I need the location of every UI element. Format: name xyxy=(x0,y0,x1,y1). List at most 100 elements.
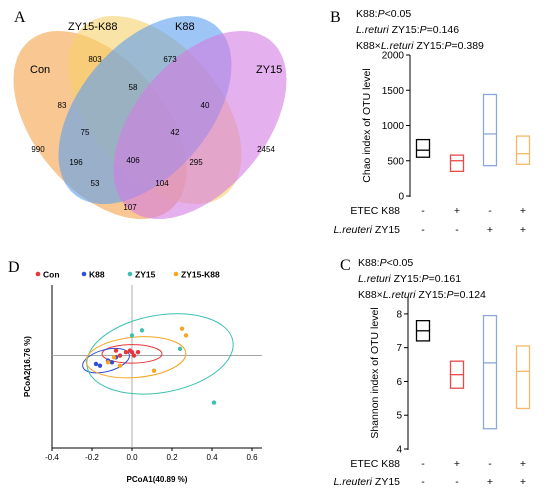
row-zy15-sign: - xyxy=(421,224,425,236)
venn-region-count: 990 xyxy=(31,145,45,154)
box-mark xyxy=(482,314,498,430)
stat-label: L.returi ZY15:P=0.146 xyxy=(356,24,459,36)
row-zy15-sign: - xyxy=(455,476,459,488)
venn-region-count: 83 xyxy=(58,101,67,110)
venn-region-count: 58 xyxy=(129,83,138,92)
scatter-point xyxy=(97,363,103,368)
scatter-point xyxy=(111,355,117,360)
venn-region-count: 40 xyxy=(201,101,210,110)
box-mark xyxy=(415,138,431,158)
scatter-point xyxy=(113,348,119,353)
row-k88-sign: + xyxy=(454,205,460,217)
venn-set-label: ZY15 xyxy=(256,64,282,76)
venn-region-count: 196 xyxy=(69,158,83,167)
scatter-point xyxy=(177,346,183,352)
y-tick-label: 1000 xyxy=(382,121,405,132)
row-label-k88: ETEC K88 xyxy=(350,458,400,470)
y-tick-label: 2000 xyxy=(382,51,405,62)
legend-label: ZY15 xyxy=(135,270,156,280)
venn-region-count: 673 xyxy=(163,55,177,64)
row-zy15-sign: - xyxy=(455,224,459,236)
scatter-point xyxy=(105,360,111,365)
row-k88-sign: - xyxy=(488,205,492,217)
scatter-point xyxy=(139,328,145,333)
stat-label: K88:P<0.05 xyxy=(358,257,413,269)
x-tick-label: 0.2 xyxy=(166,453,178,462)
venn-region-count: 295 xyxy=(189,158,203,167)
venn-set-zy15 xyxy=(113,30,287,220)
legend-label: Con xyxy=(43,270,60,280)
y-tick-label: 0 xyxy=(398,192,404,203)
venn-region-count: 53 xyxy=(91,179,100,188)
confidence-ellipse xyxy=(85,336,187,379)
scatter-point xyxy=(131,353,137,358)
scatter-point xyxy=(151,368,157,373)
box-mark xyxy=(515,135,531,165)
venn-region-count: 75 xyxy=(81,128,90,137)
y-tick-label: 8 xyxy=(396,309,402,320)
scatter-point xyxy=(117,363,123,368)
panel-b-chao: K88:P<0.05 L.returi ZY15:P=0.146 K88×L.ret… xyxy=(333,8,531,236)
row-k88-sign: - xyxy=(488,458,492,470)
y-axis-label: Shannon index of OTU level xyxy=(369,307,381,438)
row-zy15-sign: + xyxy=(487,224,493,236)
venn-set-label: Con xyxy=(30,64,50,76)
box-mark xyxy=(449,154,465,172)
scatter-point xyxy=(183,333,189,338)
scatter-point xyxy=(211,400,217,405)
y-axis-label: PCoA2(16.76 %) xyxy=(23,336,32,397)
venn-region-count: 2454 xyxy=(257,145,275,154)
legend-label: K88 xyxy=(89,270,105,280)
row-k88-sign: + xyxy=(520,458,526,470)
stat-label: K88×L.returi ZY15:P=0.124 xyxy=(358,289,486,301)
panel-c-shannon: K88:P<0.05 L.returi ZY15:P=0.161 K88×L.ret… xyxy=(333,257,531,488)
panel-letter-d: D xyxy=(8,259,20,276)
stat-label: K88×L.returi ZY15:P=0.389 xyxy=(356,40,484,52)
venn-set-label: K88 xyxy=(175,21,195,33)
venn-region-count: 107 xyxy=(123,203,137,212)
venn-region-count: 42 xyxy=(171,128,180,137)
row-zy15-sign: + xyxy=(487,476,493,488)
venn-region-count: 803 xyxy=(88,55,102,64)
row-label-zy15: L.reuteri ZY15 xyxy=(333,224,400,236)
row-zy15-sign: + xyxy=(520,476,526,488)
scatter-point xyxy=(129,350,135,355)
x-tick-label: 0.0 xyxy=(126,453,138,462)
legend-swatch xyxy=(127,271,133,277)
row-k88-sign: + xyxy=(520,205,526,217)
confidence-ellipse xyxy=(82,347,130,374)
x-axis-label: PCoA1(40.89 %) xyxy=(127,475,188,484)
confidence-ellipse xyxy=(86,313,234,395)
y-tick-label: 5 xyxy=(396,411,402,422)
panel-letter-b: B xyxy=(330,9,341,26)
y-tick-label: 7 xyxy=(396,343,402,354)
row-k88-sign: - xyxy=(421,458,425,470)
panel-letter-c: C xyxy=(340,257,351,274)
legend-label: ZY15-K88 xyxy=(181,270,220,280)
panel-letter-a: A xyxy=(14,9,26,26)
x-tick-label: 0.4 xyxy=(206,453,218,462)
box-mark xyxy=(482,93,498,167)
box-mark xyxy=(515,345,531,410)
row-label-k88: ETEC K88 xyxy=(350,205,400,217)
venn-set-label: ZY15-K88 xyxy=(68,21,118,33)
row-zy15-sign: - xyxy=(421,476,425,488)
legend-swatch xyxy=(81,271,87,277)
row-k88-sign: + xyxy=(454,458,460,470)
stat-label: K88:P<0.05 xyxy=(356,8,411,20)
x-tick-label: -0.4 xyxy=(45,453,59,462)
y-axis-label: Chao index of OTU level xyxy=(361,68,373,182)
panel-d-pcoa: -0.4 -0.2 0.0 0.2 0.4 0.6 PCoA1(40.89 %) PCoA2(… xyxy=(23,270,262,484)
venn-region-count: 406 xyxy=(126,156,140,165)
venn-region-count: 104 xyxy=(155,179,169,188)
legend-swatch xyxy=(173,271,179,277)
x-tick-label: 0.6 xyxy=(246,453,258,462)
scatter-point xyxy=(109,360,115,365)
scatter-point xyxy=(135,350,141,355)
scatter-point xyxy=(117,353,123,358)
x-tick-label: -0.2 xyxy=(85,453,99,462)
scatter-point xyxy=(93,361,99,367)
row-label-zy15: L.reuteri ZY15 xyxy=(333,476,400,488)
legend-swatch xyxy=(35,271,41,277)
